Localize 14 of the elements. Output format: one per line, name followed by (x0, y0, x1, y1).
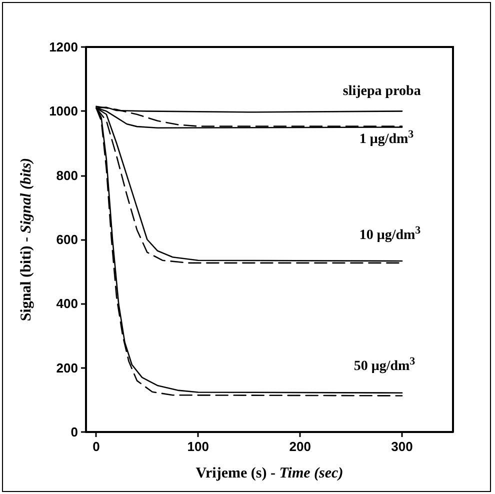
x-tick-label: 100 (187, 439, 209, 454)
y-tick-label: 400 (56, 296, 78, 312)
x-axis-title: Vrijeme (s) - Time (sec) (196, 466, 344, 482)
x-tick-label: 300 (391, 439, 413, 454)
y-axis-title: Signal (biti) - Signal (bits) (18, 158, 34, 322)
x-tick-label: 0 (92, 439, 100, 454)
y-tick-label: 1200 (49, 40, 78, 54)
annotation: slijepa proba (342, 84, 421, 99)
y-tick-label: 1000 (49, 104, 78, 119)
y-tick-label: 800 (56, 168, 78, 183)
y-tick-label: 0 (70, 424, 78, 440)
y-tick-label: 200 (56, 360, 78, 376)
x-tick-label: 200 (289, 439, 311, 454)
y-tick-label: 600 (56, 232, 78, 247)
